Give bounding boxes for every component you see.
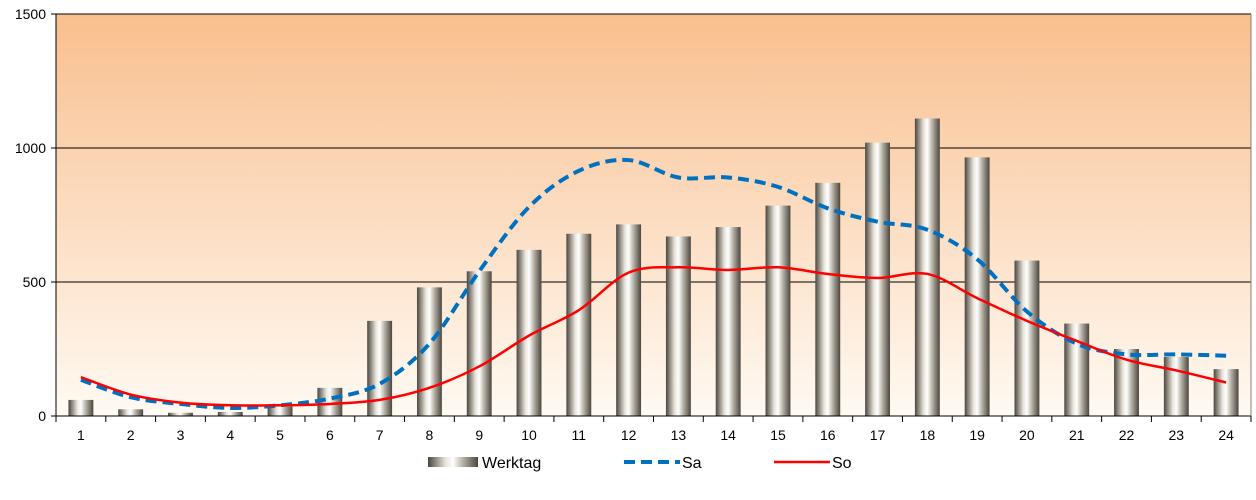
gridlines xyxy=(56,13,1251,283)
bar-werktag-24 xyxy=(1213,369,1239,416)
x-tick-label: 7 xyxy=(376,427,384,443)
x-tick-label: 17 xyxy=(870,427,886,443)
lines xyxy=(80,157,1227,410)
x-tick-label: 18 xyxy=(920,427,936,443)
x-tick-label: 21 xyxy=(1069,427,1085,443)
bar-werktag-2 xyxy=(118,409,144,416)
x-tick-label: 10 xyxy=(521,427,537,443)
plot-background xyxy=(56,14,1251,416)
bar-werktag-18 xyxy=(914,118,940,417)
bar-werktag-3 xyxy=(168,412,193,416)
bar-werktag-17 xyxy=(865,142,891,416)
x-tick-label: 4 xyxy=(226,427,234,443)
bar-werktag-20 xyxy=(1014,260,1040,416)
line-so xyxy=(80,265,1227,407)
legend-label-werktag: Werktag xyxy=(482,455,541,472)
bars xyxy=(68,118,1239,417)
x-tick-label: 22 xyxy=(1119,427,1135,443)
x-tick-label: 24 xyxy=(1218,427,1234,443)
x-tick-label: 2 xyxy=(127,427,135,443)
x-tick-label: 13 xyxy=(671,427,687,443)
x-tick-label: 11 xyxy=(572,427,587,443)
bar-werktag-9 xyxy=(466,271,492,416)
y-tick-labels: 0 500 1000 1500 xyxy=(15,6,46,424)
x-tick-label: 20 xyxy=(1019,427,1035,443)
y-tick-label: 1500 xyxy=(15,6,46,22)
x-tick-labels: 1 2 3 4 5 6 7 8 9 10 11 12 13 14 15 16 17 18 19 20 21 22 23 24 xyxy=(77,427,1234,443)
bar-werktag-13 xyxy=(665,236,691,416)
legend-label-sa: Sa xyxy=(682,455,702,472)
x-tick-label: 16 xyxy=(820,427,836,443)
bar-werktag-11 xyxy=(566,233,592,416)
axes xyxy=(51,13,1252,422)
bar-werktag-19 xyxy=(964,157,990,416)
y-tick-label: 500 xyxy=(23,274,47,290)
x-tick-label: 8 xyxy=(426,427,434,443)
bar-werktag-15 xyxy=(765,205,791,416)
x-tick-label: 15 xyxy=(770,427,786,443)
legend: Werktag Sa So xyxy=(428,455,852,472)
x-tick-label: 1 xyxy=(77,427,85,443)
bar-werktag-10 xyxy=(516,249,542,416)
legend-label-so: So xyxy=(832,455,852,472)
bar-werktag-1 xyxy=(68,399,94,416)
bar-werktag-23 xyxy=(1163,357,1189,416)
x-tick-label: 9 xyxy=(475,427,483,443)
x-tick-label: 3 xyxy=(177,427,185,443)
line-sa xyxy=(80,157,1227,410)
x-tick-label: 23 xyxy=(1169,427,1185,443)
x-tick-label: 5 xyxy=(276,427,284,443)
bar-werktag-14 xyxy=(715,227,741,416)
x-tick-label: 12 xyxy=(621,427,637,443)
y-tick-label: 1000 xyxy=(15,140,46,156)
x-tick-label: 19 xyxy=(969,427,985,443)
y-tick-label: 0 xyxy=(38,408,46,424)
bar-werktag-5 xyxy=(267,406,293,416)
legend-swatch-werktag xyxy=(428,457,478,467)
bar-werktag-16 xyxy=(815,182,841,416)
bar-werktag-12 xyxy=(616,224,642,416)
bar-werktag-4 xyxy=(217,411,243,416)
x-tick-label: 14 xyxy=(720,427,736,443)
x-tick-label: 6 xyxy=(326,427,334,443)
